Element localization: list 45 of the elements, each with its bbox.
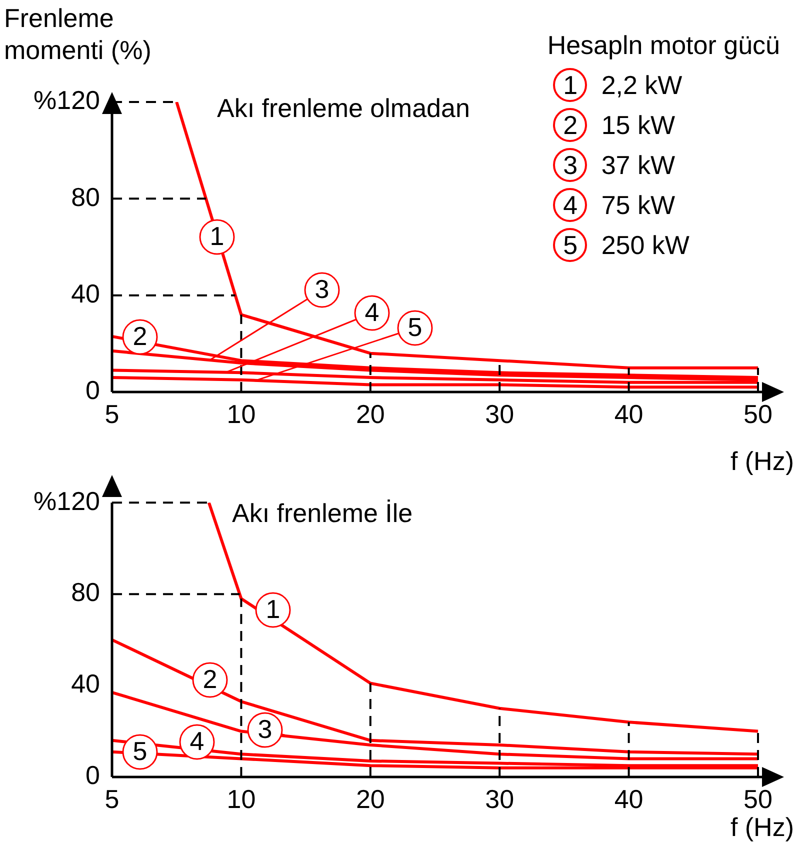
annotation: 1 (210, 221, 224, 252)
text: 5 (563, 230, 578, 260)
annotation: 3 (314, 274, 330, 304)
legend-title: Hesapln motor gücü (547, 30, 780, 61)
chart-title: Akı frenleme olmadan (217, 93, 470, 124)
annotation: 2 (132, 321, 148, 352)
text: 1 (563, 70, 578, 100)
legend-label: 37 kW (601, 150, 675, 180)
text: 2 (563, 110, 578, 140)
x-tick-label: 5 (104, 784, 120, 814)
y-tick-label: %120 (34, 486, 100, 516)
y-tick-label: %120 (34, 85, 100, 116)
annotation: 1 (266, 594, 280, 624)
y-tick-label: 0 (86, 375, 100, 406)
text: 3 (563, 150, 578, 180)
x-tick-label: 20 (356, 398, 385, 429)
x-tick-label: 40 (614, 398, 644, 429)
annotation: 4 (190, 726, 204, 756)
legend-label: 75 kW (601, 190, 675, 220)
legend-label: 2,2 kW (601, 70, 682, 100)
annotation: 5 (408, 312, 422, 342)
text: 4 (563, 190, 578, 220)
annotation: 5 (132, 736, 148, 766)
x-tick-label: 10 (226, 398, 256, 429)
y-tick-label: 0 (86, 760, 100, 790)
annotation: 2 (202, 664, 218, 694)
y-tick-label: 40 (71, 278, 100, 309)
legend-label: 15 kW (601, 110, 675, 140)
x-tick-label: 5 (104, 398, 120, 429)
annotation: 3 (258, 714, 272, 744)
x-tick-label: 50 (744, 784, 772, 814)
annotation: 4 (364, 297, 380, 328)
y-axis-title: Frenleme momenti (%) (4, 2, 152, 66)
x-tick-label: 40 (614, 784, 644, 814)
x-tick-label: 10 (226, 784, 256, 814)
y-tick-label: 80 (71, 182, 100, 212)
x-tick-label: 30 (485, 398, 514, 429)
x-axis-title: f (Hz) (730, 812, 794, 842)
chart-title: Akı frenleme İle (232, 498, 413, 528)
x-tick-label: 50 (744, 398, 772, 429)
x-tick-label: 20 (356, 784, 385, 814)
x-tick-label: 30 (485, 784, 514, 814)
y-tick-label: 40 (71, 668, 100, 699)
y-tick-label: 80 (71, 577, 100, 608)
legend-label: 250 kW (601, 230, 690, 260)
